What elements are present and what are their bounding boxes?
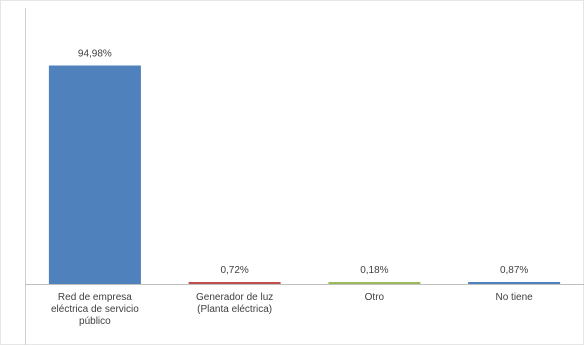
category-label-line: eléctrica de servicio	[51, 304, 139, 315]
bar-2	[188, 282, 281, 284]
bar-1	[48, 65, 141, 284]
category-label-4: No tiene	[496, 292, 534, 303]
data-label-4: 0,87%	[500, 265, 528, 276]
category-label-line: Otro	[365, 292, 385, 303]
bar-4	[468, 282, 561, 284]
category-label-3: Otro	[365, 292, 385, 303]
category-label-line: (Planta eléctrica)	[197, 304, 272, 315]
category-label-2: Generador de luz (Planta eléctrica)	[196, 292, 273, 315]
category-label-line: Red de empresa	[58, 292, 132, 303]
data-label-2: 0,72%	[220, 265, 248, 276]
data-label-3: 0,18%	[360, 265, 388, 276]
category-label-1: Red de empresa eléctrica de servicio públi…	[51, 292, 139, 327]
data-label-1: 94,98%	[78, 49, 112, 60]
category-label-line: público	[79, 316, 111, 327]
bar-3	[328, 282, 421, 284]
category-label-line: Generador de luz	[196, 292, 273, 303]
category-label-line: No tiene	[496, 292, 534, 303]
